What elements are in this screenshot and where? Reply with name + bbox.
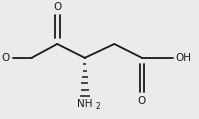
Text: O: O [2,53,10,63]
Text: NH: NH [77,99,93,109]
Text: 2: 2 [95,102,100,111]
Text: OH: OH [175,53,191,63]
Text: O: O [53,2,61,12]
Text: O: O [138,96,146,106]
